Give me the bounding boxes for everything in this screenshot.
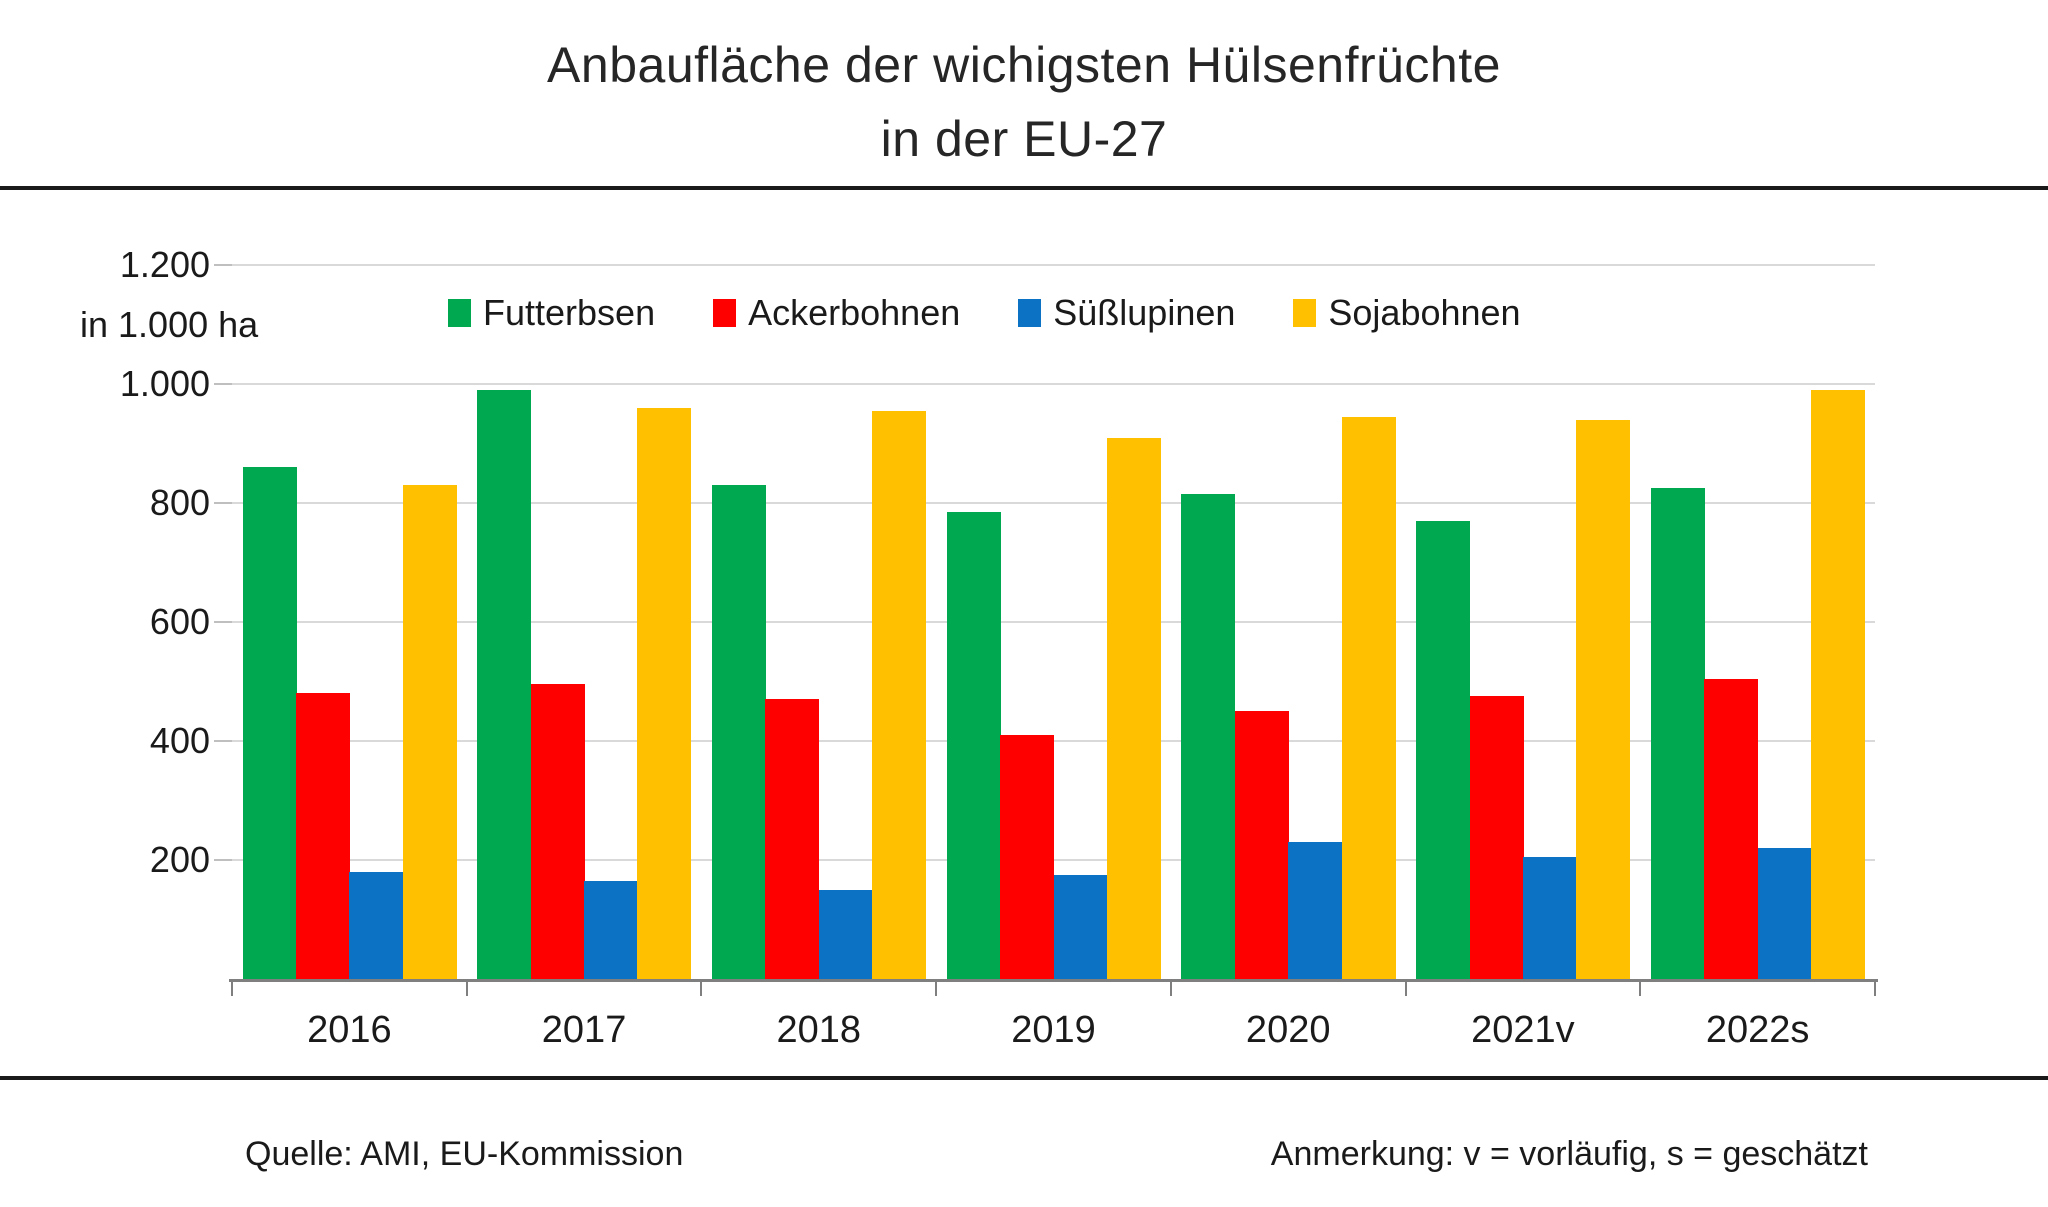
x-axis-tick-3 [935, 979, 938, 996]
y-axis-label-1200: 1.200 [119, 244, 210, 285]
bar-Ackerbohnen-2022s [1704, 678, 1759, 979]
y-axis-tick-200 [214, 859, 232, 861]
bar-Sojabohnen-2022s [1811, 389, 1866, 979]
x-axis-label-2017: 2017 [541, 1009, 627, 1051]
bar-Süßlupinen-2016 [349, 871, 404, 979]
legend-label-Ackerbohnen: Ackerbohnen [748, 292, 961, 333]
y-axis-tick-1200 [214, 264, 232, 266]
x-axis-tick-4 [1169, 979, 1172, 996]
x-axis-tick-5 [1404, 979, 1407, 996]
legend-item-Ackerbohnen: Ackerbohnen [713, 292, 960, 334]
y-axis-unit-label: in 1.000 ha [80, 304, 259, 345]
legend-item-Futterbsen: Futterbsen [448, 292, 655, 334]
bar-Ackerbohnen-2020 [1234, 711, 1289, 979]
legend-swatch-icon-Futterbsen [448, 299, 471, 327]
y-axis-tick-400 [214, 740, 232, 742]
x-axis-label-2022s: 2022s [1705, 1009, 1810, 1051]
legend-swatch-icon-Süßlupinen [1018, 299, 1042, 327]
legend-label-Sojabohnen: Sojabohnen [1328, 292, 1521, 333]
x-axis-label-2021v: 2021v [1471, 1009, 1575, 1051]
chart-title-line-1: Anbaufläche der wichigsten Hülsenfrüchte [547, 37, 1501, 93]
bar-Sojabohnen-2019 [1106, 437, 1161, 979]
bar-Sojabohnen-2016 [402, 485, 457, 979]
bar-Ackerbohnen-2016 [295, 693, 350, 979]
x-axis-tick-6 [1639, 979, 1642, 996]
y-axis-label-800: 800 [149, 482, 210, 523]
x-axis-tick-7 [1874, 979, 1876, 996]
bar-Futterbsen-2020 [1181, 494, 1236, 979]
gridline-800 [232, 502, 1875, 504]
bar-Futterbsen-2022s [1650, 488, 1705, 979]
x-axis-tick-2 [700, 979, 703, 996]
bar-Futterbsen-2021v [1416, 520, 1471, 979]
x-axis-tick-0 [231, 979, 233, 996]
footnote: Anmerkung: v = vorläufig, s = geschätzt [1270, 1135, 1868, 1173]
x-axis-label-2020: 2020 [1245, 1009, 1331, 1051]
bar-Sojabohnen-2020 [1341, 416, 1396, 979]
y-axis-tick-1000 [214, 383, 232, 385]
bar-Futterbsen-2017 [477, 389, 532, 979]
y-axis-label-200: 200 [149, 839, 210, 880]
bar-Sojabohnen-2021v [1576, 419, 1631, 979]
y-axis-tick-800 [214, 502, 232, 504]
gridline-600 [232, 621, 1875, 623]
x-axis-tick-1 [465, 979, 468, 996]
y-axis-tick-600 [214, 621, 232, 623]
bar-Futterbsen-2018 [711, 485, 766, 979]
legend-swatch-icon-Ackerbohnen [713, 299, 737, 327]
y-axis-label-1000: 1.000 [119, 363, 210, 404]
bar-Süßlupinen-2020 [1288, 842, 1343, 979]
x-axis-baseline [229, 979, 1878, 982]
top-divider-rule [0, 186, 2048, 190]
legend-item-Süßlupinen: Süßlupinen [1018, 292, 1235, 334]
bar-Futterbsen-2019 [946, 511, 1001, 979]
legend-label-Futterbsen: Futterbsen [483, 292, 656, 333]
legend: Futterbsen Ackerbohnen Süßlupinen Sojabohne… [448, 292, 1521, 334]
bar-Futterbsen-2016 [242, 467, 297, 979]
bar-Sojabohnen-2018 [872, 410, 927, 979]
bar-Ackerbohnen-2019 [1000, 735, 1055, 979]
y-axis-label-600: 600 [149, 601, 210, 642]
x-axis-label-2019: 2019 [1011, 1009, 1096, 1051]
legend-swatch-icon-Sojabohnen [1293, 299, 1317, 327]
bar-Ackerbohnen-2021v [1469, 696, 1524, 979]
bar-Süßlupinen-2017 [584, 880, 639, 979]
bar-Süßlupinen-2021v [1522, 857, 1577, 979]
x-axis-label-2016: 2016 [307, 1009, 392, 1051]
x-axis-label-2018: 2018 [776, 1009, 862, 1051]
bottom-divider-rule [0, 1076, 2048, 1080]
gridline-1000 [232, 383, 1875, 385]
gridline-1200 [232, 264, 1875, 266]
legend-item-Sojabohnen: Sojabohnen [1293, 292, 1521, 334]
bar-Süßlupinen-2022s [1757, 848, 1812, 979]
y-axis-label-400: 400 [149, 720, 210, 761]
bar-Sojabohnen-2017 [637, 407, 692, 979]
bar-Ackerbohnen-2017 [530, 684, 585, 979]
chart-title: Anbaufläche der wichigsten Hülsenfrüchte… [0, 28, 2048, 176]
legend-label-Süßlupinen: Süßlupinen [1053, 292, 1236, 333]
source-note: Quelle: AMI, EU-Kommission [245, 1135, 684, 1173]
bar-Ackerbohnen-2018 [765, 699, 820, 979]
bar-Süßlupinen-2018 [818, 889, 873, 979]
bar-Süßlupinen-2019 [1053, 874, 1108, 979]
chart-title-line-2: in der EU-27 [880, 111, 1168, 167]
